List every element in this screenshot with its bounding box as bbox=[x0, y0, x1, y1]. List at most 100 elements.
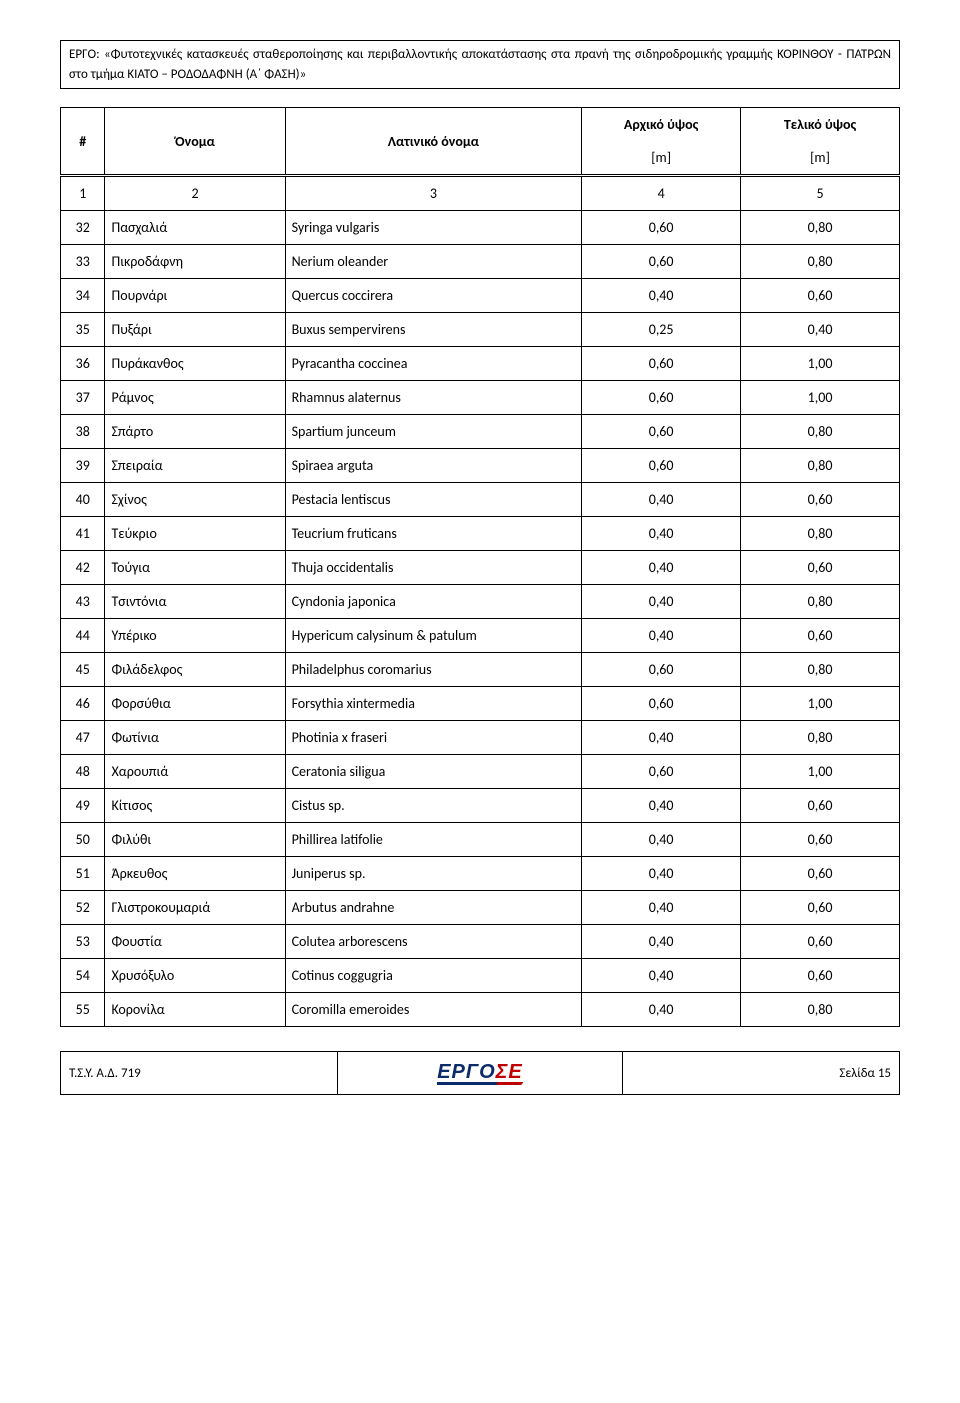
table-cell: 50 bbox=[61, 823, 105, 857]
table-cell: 0,60 bbox=[582, 211, 741, 245]
table-cell: Φιλύθι bbox=[105, 823, 285, 857]
col-header-h1: Αρχικό ύψος bbox=[582, 108, 741, 142]
table-cell: Χαρουπιά bbox=[105, 755, 285, 789]
table-row: 35ΠυξάριBuxus sempervirens0,250,40 bbox=[61, 313, 900, 347]
col-header-h2: Τελικό ύψος bbox=[741, 108, 900, 142]
table-cell: 0,80 bbox=[741, 721, 900, 755]
table-cell: 0,80 bbox=[741, 993, 900, 1027]
table-cell: 0,60 bbox=[582, 347, 741, 381]
table-cell: 0,60 bbox=[741, 279, 900, 313]
table-cell: Ράμνος bbox=[105, 381, 285, 415]
table-cell: 46 bbox=[61, 687, 105, 721]
table-cell: 0,80 bbox=[741, 653, 900, 687]
table-cell: Cistus sp. bbox=[285, 789, 582, 823]
table-cell: 45 bbox=[61, 653, 105, 687]
ergose-logo: ΕΡΓΟΣΕ bbox=[437, 1061, 523, 1085]
table-row: 40ΣχίνοςPestacia lentiscus0,400,60 bbox=[61, 483, 900, 517]
table-cell: Πικροδάφνη bbox=[105, 245, 285, 279]
table-cell: 32 bbox=[61, 211, 105, 245]
table-cell: Υπέρικο bbox=[105, 619, 285, 653]
table-cell: Buxus sempervirens bbox=[285, 313, 582, 347]
table-cell: Γλιστροκουμαριά bbox=[105, 891, 285, 925]
table-cell: 1,00 bbox=[741, 381, 900, 415]
footer-logo-cell: ΕΡΓΟΣΕ bbox=[337, 1052, 622, 1095]
table-row: 48ΧαρουπιάCeratonia siligua0,601,00 bbox=[61, 755, 900, 789]
table-cell: Κορονίλα bbox=[105, 993, 285, 1027]
table-cell: Φιλάδελφος bbox=[105, 653, 285, 687]
table-cell: Photinia x fraseri bbox=[285, 721, 582, 755]
table-cell: 0,60 bbox=[741, 619, 900, 653]
col-num-3: 3 bbox=[285, 176, 582, 211]
table-cell: 54 bbox=[61, 959, 105, 993]
table-cell: 42 bbox=[61, 551, 105, 585]
table-row: 39ΣπειραίαSpiraea arguta0,600,80 bbox=[61, 449, 900, 483]
table-cell: 47 bbox=[61, 721, 105, 755]
table-cell: Syringa vulgaris bbox=[285, 211, 582, 245]
table-cell: 0,80 bbox=[741, 449, 900, 483]
table-cell: 0,60 bbox=[741, 551, 900, 585]
table-cell: 0,80 bbox=[741, 585, 900, 619]
table-row: 50ΦιλύθιPhillirea latifolie0,400,60 bbox=[61, 823, 900, 857]
table-row: 41ΤεύκριοTeucrium fruticans0,400,80 bbox=[61, 517, 900, 551]
table-cell: Πυξάρι bbox=[105, 313, 285, 347]
table-cell: Τούγια bbox=[105, 551, 285, 585]
table-cell: Φορσύθια bbox=[105, 687, 285, 721]
footer-left: Τ.Σ.Υ. Α.Δ. 719 bbox=[61, 1052, 338, 1095]
table-cell: Pestacia lentiscus bbox=[285, 483, 582, 517]
table-cell: 0,80 bbox=[741, 415, 900, 449]
table-cell: 0,60 bbox=[741, 857, 900, 891]
table-cell: Σχίνος bbox=[105, 483, 285, 517]
table-cell: Spartium junceum bbox=[285, 415, 582, 449]
footer-right: Σελίδα 15 bbox=[623, 1052, 900, 1095]
col-header-name: Όνομα bbox=[105, 108, 285, 176]
table-cell: 51 bbox=[61, 857, 105, 891]
table-cell: Σπειραία bbox=[105, 449, 285, 483]
table-cell: Spiraea arguta bbox=[285, 449, 582, 483]
table-cell: Hypericum calysinum & patulum bbox=[285, 619, 582, 653]
table-cell: Phillirea latifolie bbox=[285, 823, 582, 857]
table-cell: 40 bbox=[61, 483, 105, 517]
table-cell: 0,40 bbox=[582, 857, 741, 891]
table-cell: 0,40 bbox=[582, 551, 741, 585]
table-cell: 0,40 bbox=[582, 619, 741, 653]
table-cell: 43 bbox=[61, 585, 105, 619]
table-cell: 38 bbox=[61, 415, 105, 449]
table-cell: 0,40 bbox=[582, 585, 741, 619]
col-num-2: 2 bbox=[105, 176, 285, 211]
table-cell: 0,40 bbox=[582, 721, 741, 755]
plants-table: # Όνομα Λατινικό όνομα Αρχικό ύψος Τελικ… bbox=[60, 107, 900, 1027]
table-row: 51ΆρκευθοςJuniperus sp.0,400,60 bbox=[61, 857, 900, 891]
table-cell: 0,60 bbox=[741, 823, 900, 857]
table-cell: Pyracantha coccinea bbox=[285, 347, 582, 381]
table-cell: Cotinus coggugria bbox=[285, 959, 582, 993]
table-row: 43ΤσιντόνιαCyndonia japonica0,400,80 bbox=[61, 585, 900, 619]
table-cell: 1,00 bbox=[741, 347, 900, 381]
col-num-4: 4 bbox=[582, 176, 741, 211]
table-cell: 44 bbox=[61, 619, 105, 653]
table-cell: 0,60 bbox=[582, 687, 741, 721]
table-cell: Ceratonia siligua bbox=[285, 755, 582, 789]
table-cell: 0,80 bbox=[741, 245, 900, 279]
table-cell: 41 bbox=[61, 517, 105, 551]
table-cell: 39 bbox=[61, 449, 105, 483]
project-title: ΕΡΓΟ: «Φυτοτεχνικές κατασκευές σταθεροπο… bbox=[69, 47, 891, 82]
table-cell: 0,60 bbox=[741, 483, 900, 517]
table-cell: 0,40 bbox=[582, 959, 741, 993]
table-cell: 53 bbox=[61, 925, 105, 959]
table-cell: Φουστία bbox=[105, 925, 285, 959]
col-num-5: 5 bbox=[741, 176, 900, 211]
table-cell: 55 bbox=[61, 993, 105, 1027]
table-row: 52ΓλιστροκουμαριάArbutus andrahne0,400,6… bbox=[61, 891, 900, 925]
table-cell: 0,60 bbox=[582, 381, 741, 415]
table-cell: Άρκευθος bbox=[105, 857, 285, 891]
table-row: 47ΦωτίνιαPhotinia x fraseri0,400,80 bbox=[61, 721, 900, 755]
table-row: 49ΚίτισοςCistus sp.0,400,60 bbox=[61, 789, 900, 823]
col-header-num: # bbox=[61, 108, 105, 176]
table-row: 55ΚορονίλαCoromilla emeroides0,400,80 bbox=[61, 993, 900, 1027]
table-cell: 37 bbox=[61, 381, 105, 415]
table-cell: Juniperus sp. bbox=[285, 857, 582, 891]
table-cell: Arbutus andrahne bbox=[285, 891, 582, 925]
table-row: 36ΠυράκανθοςPyracantha coccinea0,601,00 bbox=[61, 347, 900, 381]
col-num-1: 1 bbox=[61, 176, 105, 211]
table-cell: 35 bbox=[61, 313, 105, 347]
